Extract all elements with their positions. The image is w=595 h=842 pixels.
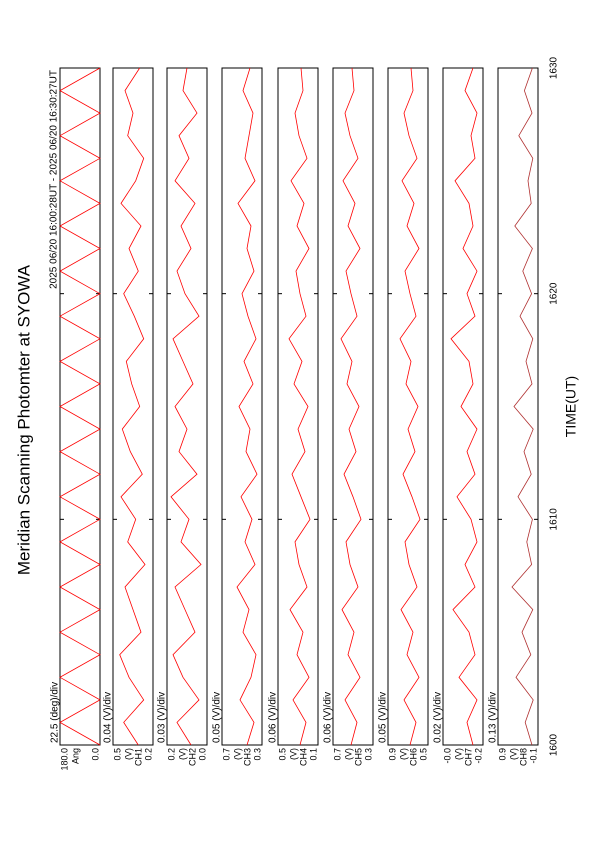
y-tick-label: 0.0 <box>90 748 100 761</box>
y-tick-label: -0.1 <box>528 748 538 764</box>
y-tick-label: 0.7 <box>221 748 231 761</box>
y-tick-label: 0.9 <box>387 748 397 761</box>
panel-frame <box>332 67 374 746</box>
panel-scale: 0.05 (V)/div <box>212 692 223 743</box>
panel-scale: 22.5 (deg)/div <box>50 682 61 743</box>
y-tick-label: 180.0 <box>59 748 69 771</box>
channel-label: CH3 <box>242 748 252 766</box>
y-tick-label: 0.0 <box>197 748 207 761</box>
rotated-plot: Meridian Scanning Photomter at SYOWA 202… <box>14 56 578 770</box>
y-tick-label: 0.5 <box>112 748 122 761</box>
signal-line <box>236 67 258 746</box>
panel-scale: 0.06 (V)/div <box>268 692 279 743</box>
x-axis-label: TIME(UT) <box>563 376 579 437</box>
panel-frame <box>442 67 484 746</box>
chart-title: Meridian Scanning Photomter at SYOWA <box>14 264 33 575</box>
unit-label: (V) <box>123 748 133 760</box>
y-tick-label: 0.5 <box>277 748 287 761</box>
x-tick-label: 1630 <box>549 56 560 79</box>
unit-label: (V) <box>288 748 298 760</box>
channel-label: CH1 <box>133 748 143 766</box>
channel-label: CH5 <box>353 748 363 766</box>
signal-line <box>450 67 478 746</box>
channel-label: CH4 <box>298 748 308 766</box>
y-tick-label: 0.9 <box>497 748 507 761</box>
y-tick-label: 0.5 <box>418 748 428 761</box>
panel-scale: 0.06 (V)/div <box>323 692 334 743</box>
signal-line <box>288 67 311 746</box>
unit-label: (V) <box>398 748 408 760</box>
y-tick-label: 0.2 <box>166 748 176 761</box>
unit-label: Ang <box>70 748 80 764</box>
panel-scale: 0.04 (V)/div <box>103 692 114 743</box>
y-tick-label: 0.2 <box>143 748 153 761</box>
panel-frame <box>221 67 263 746</box>
y-tick-label: 0.3 <box>252 748 262 761</box>
unit-label: (V) <box>232 748 242 760</box>
unit-label: (V) <box>343 748 353 760</box>
signal-line <box>399 67 421 746</box>
channel-label: CH7 <box>463 748 473 766</box>
chart-subtitle: 2025 06/20 16:00:28UT - 2025 06/20 16:30… <box>49 70 60 289</box>
channel-label: CH8 <box>518 748 528 766</box>
x-tick-label: 1610 <box>549 508 560 531</box>
y-tick-label: 0.7 <box>332 748 342 761</box>
y-tick-label: -0.0 <box>442 748 452 764</box>
signal-line <box>511 67 534 746</box>
y-tick-label: 0.3 <box>363 748 373 761</box>
channel-label: CH6 <box>408 748 418 766</box>
signal-line <box>170 67 202 746</box>
channel-label: CH2 <box>187 748 197 766</box>
signal-line <box>340 67 362 746</box>
panel-scale: 0.02 (V)/div <box>433 692 444 743</box>
panel-scale: 0.03 (V)/div <box>157 692 168 743</box>
y-tick-label: 0.1 <box>308 748 318 761</box>
panel-frame <box>277 67 319 746</box>
panel-scale: 0.05 (V)/div <box>378 692 389 743</box>
panel-frame <box>166 67 208 746</box>
x-tick-label: 1600 <box>549 733 560 756</box>
panel-frame <box>497 67 539 746</box>
panel-frame <box>112 67 154 746</box>
unit-label: (V) <box>177 748 187 760</box>
panel-frame <box>387 67 429 746</box>
signal-line <box>59 67 101 746</box>
signal-line <box>119 67 146 746</box>
y-tick-label: -0.2 <box>473 748 483 764</box>
x-tick-label: 1620 <box>549 282 560 305</box>
unit-label: (V) <box>453 748 463 760</box>
panel-scale: 0.13 (V)/div <box>488 692 499 743</box>
unit-label: (V) <box>508 748 518 760</box>
